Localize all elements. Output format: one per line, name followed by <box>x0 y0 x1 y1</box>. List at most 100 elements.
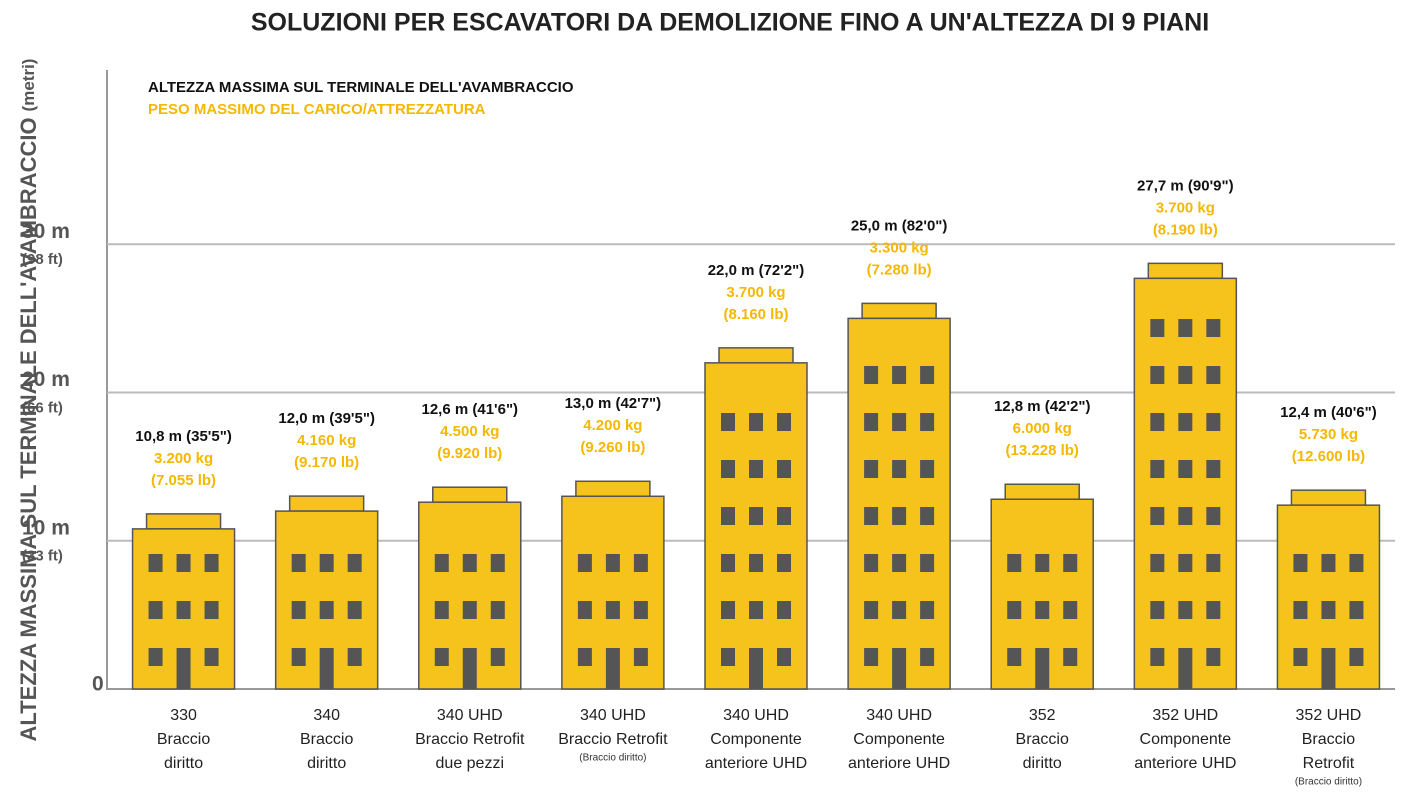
building <box>705 348 807 689</box>
building <box>133 514 235 689</box>
window <box>149 601 163 619</box>
height-label: 12,0 m (39'5") <box>278 410 375 427</box>
window <box>749 413 763 431</box>
height-label: 22,0 m (72'2") <box>708 262 805 279</box>
y-tick-sublabel: (66 ft) <box>22 399 63 416</box>
window <box>177 554 191 572</box>
window <box>348 648 362 666</box>
window <box>892 601 906 619</box>
x-tick-label: Componente <box>853 731 945 748</box>
window <box>777 413 791 431</box>
window <box>864 413 878 431</box>
window <box>292 601 306 619</box>
building <box>848 303 950 689</box>
window <box>1349 554 1363 572</box>
window <box>1150 413 1164 431</box>
window <box>1349 648 1363 666</box>
window <box>1178 413 1192 431</box>
window <box>1178 507 1192 525</box>
window <box>634 601 648 619</box>
x-tick-label: anteriore UHD <box>848 755 950 772</box>
window <box>463 554 477 572</box>
weight-lb-label: (13.228 lb) <box>1006 442 1079 459</box>
roof <box>1005 484 1079 499</box>
window <box>1150 648 1164 666</box>
window <box>777 601 791 619</box>
x-tick-label: diritto <box>164 755 203 772</box>
window <box>777 648 791 666</box>
door <box>892 648 906 689</box>
window <box>1178 366 1192 384</box>
building <box>419 487 521 689</box>
window <box>578 648 592 666</box>
window <box>864 554 878 572</box>
window <box>1178 601 1192 619</box>
x-tick-label: Braccio <box>300 731 353 748</box>
window <box>1007 554 1021 572</box>
y-axis-unit: (metri) <box>19 59 38 112</box>
window <box>1321 554 1335 572</box>
window <box>606 601 620 619</box>
window <box>1206 319 1220 337</box>
window <box>920 413 934 431</box>
window <box>920 601 934 619</box>
window <box>578 554 592 572</box>
window <box>721 413 735 431</box>
roof <box>1148 263 1222 278</box>
x-tick-label: Braccio Retrofit <box>558 731 668 748</box>
window <box>721 507 735 525</box>
window <box>292 648 306 666</box>
building <box>562 481 664 689</box>
window <box>491 554 505 572</box>
window <box>1035 601 1049 619</box>
weight-label: 6.000 kg <box>1013 420 1072 437</box>
window <box>721 460 735 478</box>
x-tick-label: due pezzi <box>436 755 505 772</box>
building <box>1277 490 1379 689</box>
x-tick-label: Componente <box>710 731 802 748</box>
window <box>435 601 449 619</box>
x-tick-label: Retrofit <box>1303 755 1355 772</box>
door <box>177 648 191 689</box>
window <box>149 648 163 666</box>
window <box>864 366 878 384</box>
window <box>1178 554 1192 572</box>
window <box>1206 601 1220 619</box>
window <box>892 460 906 478</box>
height-label: 12,4 m (40'6") <box>1280 404 1377 421</box>
building <box>991 484 1093 689</box>
weight-label: 4.160 kg <box>297 432 356 449</box>
x-tick-label: Braccio <box>1016 731 1069 748</box>
window <box>491 601 505 619</box>
window <box>1349 601 1363 619</box>
x-tick-label: 340 UHD <box>866 707 932 724</box>
x-tick-label: 340 UHD <box>580 707 646 724</box>
weight-lb-label: (9.260 lb) <box>580 439 645 456</box>
window <box>320 601 334 619</box>
window <box>864 507 878 525</box>
window <box>1150 601 1164 619</box>
y-tick-label: 0 <box>92 673 104 696</box>
window <box>892 554 906 572</box>
window <box>205 648 219 666</box>
weight-label: 3.700 kg <box>1156 199 1215 216</box>
window <box>777 554 791 572</box>
roof <box>290 496 364 511</box>
window <box>348 554 362 572</box>
window <box>1063 648 1077 666</box>
window <box>1063 601 1077 619</box>
x-tick-label: diritto <box>307 755 346 772</box>
x-tick-label: 352 UHD <box>1296 707 1362 724</box>
chart: SOLUZIONI PER ESCAVATORI DA DEMOLIZIONE … <box>0 0 1404 793</box>
window <box>864 460 878 478</box>
x-tick-note: (Braccio diritto) <box>579 753 646 764</box>
window <box>1178 460 1192 478</box>
window <box>435 554 449 572</box>
door <box>320 648 334 689</box>
window <box>892 413 906 431</box>
window <box>1150 554 1164 572</box>
window <box>491 648 505 666</box>
height-label: 27,7 m (90'9") <box>1137 177 1234 194</box>
roof <box>433 487 507 502</box>
window <box>578 601 592 619</box>
